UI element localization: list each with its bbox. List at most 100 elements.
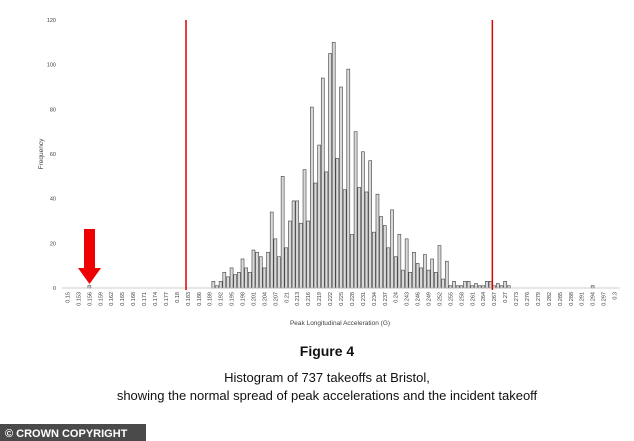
- bar: [444, 260, 449, 289]
- x-tick-label: 0.288: [569, 292, 575, 306]
- x-tick-label: 0.153: [76, 292, 82, 306]
- x-tick-label: 0.258: [459, 292, 465, 306]
- bar: [277, 256, 281, 289]
- bar: [408, 272, 413, 289]
- bar: [346, 68, 351, 289]
- x-tick-label: 0.156: [87, 292, 93, 306]
- caption-line: showing the normal spread of peak accele…: [117, 388, 538, 403]
- bar: [393, 256, 398, 289]
- bar: [280, 176, 285, 289]
- bar: [441, 278, 445, 289]
- x-tick-label: 0.264: [481, 292, 487, 306]
- bar: [415, 263, 420, 289]
- bar: [284, 247, 289, 289]
- x-tick-label: 0.273: [514, 292, 520, 306]
- bar: [222, 272, 227, 289]
- bar: [313, 182, 318, 289]
- x-tick-label: 0.249: [427, 292, 433, 306]
- bar: [317, 144, 321, 289]
- bar: [503, 280, 507, 289]
- bar: [488, 280, 493, 289]
- y-tick-label: 120: [47, 18, 56, 24]
- x-tick-label: 0.27: [503, 292, 509, 303]
- x-tick-label: 0.15: [65, 292, 71, 303]
- bar: [251, 249, 256, 289]
- x-tick-label: 0.207: [273, 292, 279, 306]
- bar: [258, 256, 263, 289]
- annotation-arrow: [78, 229, 101, 284]
- x-tick-label: 0.243: [405, 292, 411, 306]
- x-tick-label: 0.204: [262, 292, 268, 306]
- bar: [372, 231, 376, 289]
- bar: [382, 225, 387, 289]
- bar: [434, 272, 438, 289]
- x-tick-label: 0.189: [208, 292, 214, 306]
- x-tick-label: 0.192: [219, 292, 225, 306]
- y-tick-label: 80: [50, 107, 56, 113]
- x-tick-label: 0.183: [186, 292, 192, 306]
- x-tick-label: 0.234: [372, 292, 378, 306]
- x-tick-label: 0.276: [525, 292, 531, 306]
- bar: [375, 193, 380, 289]
- y-tick-label: 100: [47, 63, 56, 69]
- bar: [229, 267, 234, 289]
- caption-line: Histogram of 737 takeoffs at Bristol,: [224, 370, 430, 385]
- bar: [474, 283, 478, 289]
- bar: [350, 234, 354, 289]
- x-tick-label: 0.201: [251, 292, 257, 306]
- bar: [397, 234, 402, 289]
- bar: [237, 272, 241, 289]
- x-tick-label: 0.174: [153, 292, 159, 306]
- bar: [419, 267, 424, 289]
- bar: [226, 276, 230, 289]
- x-tick-label: 0.3: [613, 292, 619, 300]
- x-tick-label: 0.162: [109, 292, 115, 306]
- x-tick-label: 0.279: [536, 292, 542, 306]
- bar: [244, 267, 248, 289]
- bar: [426, 269, 431, 289]
- bar: [266, 251, 270, 289]
- bar: [331, 42, 336, 289]
- x-tick-label: 0.219: [317, 292, 323, 306]
- bar: [310, 106, 314, 289]
- bar: [255, 251, 259, 289]
- x-tick-label: 0.216: [306, 292, 312, 306]
- bar: [368, 160, 372, 289]
- x-tick-label: 0.198: [241, 292, 247, 306]
- x-tick-label: 0.225: [339, 292, 345, 306]
- bar: [269, 211, 274, 289]
- x-tick-label: 0.171: [142, 292, 148, 306]
- bar: [357, 187, 362, 289]
- x-tick-label: 0.237: [383, 292, 389, 306]
- bar: [386, 247, 391, 289]
- bar: [466, 280, 471, 289]
- x-tick-label: 0.24: [394, 292, 400, 303]
- bar: [328, 53, 332, 289]
- x-tick-label: 0.267: [492, 292, 498, 306]
- bar: [364, 191, 369, 289]
- bar: [404, 238, 409, 289]
- figure-label: Figure 4: [300, 343, 355, 359]
- bar: [390, 209, 394, 289]
- x-tick-label: 0.213: [295, 292, 301, 306]
- bar: [306, 220, 310, 289]
- x-tick-label: 0.231: [361, 292, 367, 306]
- bar: [437, 245, 442, 289]
- x-tick-label: 0.21: [284, 292, 290, 303]
- x-tick-label: 0.252: [437, 292, 443, 306]
- bar: [485, 280, 489, 289]
- bar: [463, 280, 467, 289]
- bar: [320, 77, 325, 289]
- y-tick-label: 40: [50, 197, 56, 203]
- x-tick-label: 0.282: [547, 292, 553, 306]
- x-tick-label: 0.291: [580, 292, 586, 306]
- bar: [211, 280, 216, 289]
- bar: [423, 254, 427, 289]
- y-tick-label: 20: [50, 241, 56, 247]
- y-tick-label: 60: [50, 152, 56, 158]
- x-tick-label: 0.297: [602, 292, 608, 306]
- x-tick-label: 0.177: [164, 292, 170, 306]
- bar: [335, 158, 340, 289]
- y-tick-label: 0: [53, 286, 56, 292]
- bar: [430, 258, 434, 289]
